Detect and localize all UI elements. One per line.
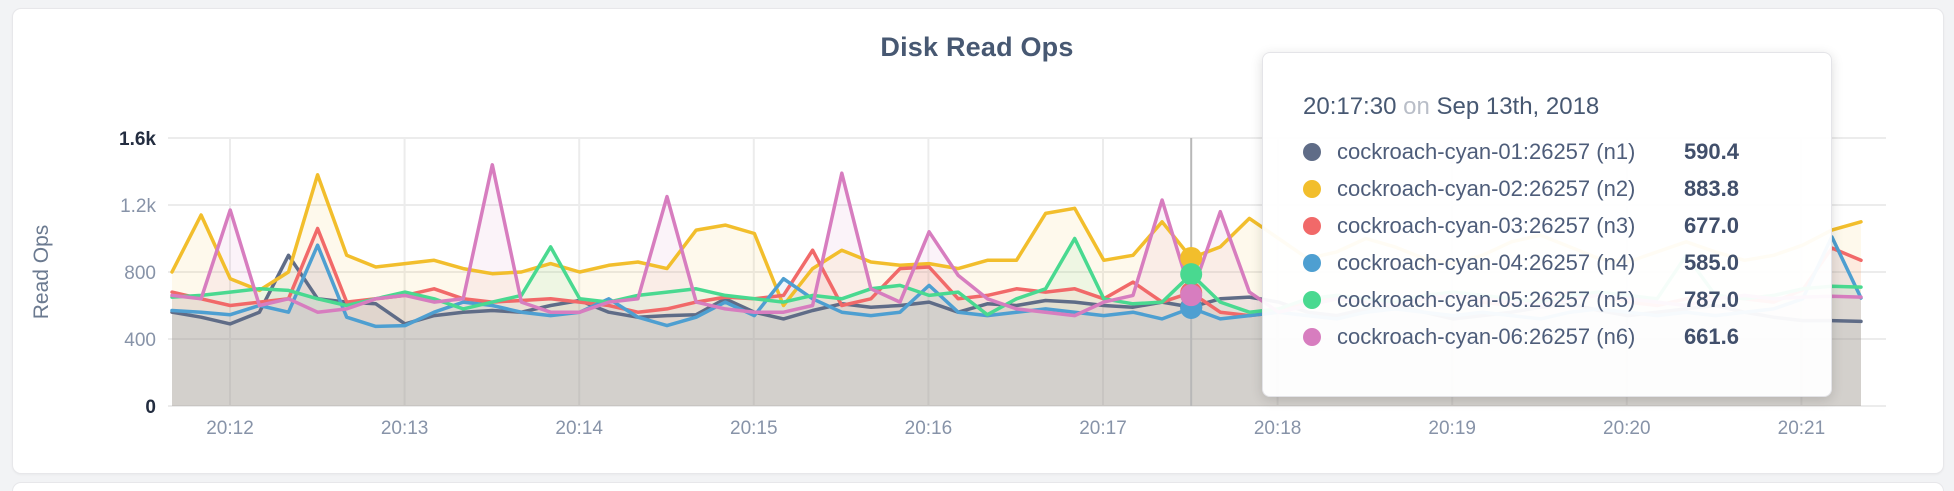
series-hover-value: 677.0 xyxy=(1683,212,1739,238)
x-axis-tick-label: 20:19 xyxy=(1428,418,1476,439)
series-hover-value: 585.0 xyxy=(1683,249,1739,275)
x-axis-tick-label: 20:13 xyxy=(381,418,429,439)
x-axis-tick-label: 20:18 xyxy=(1254,418,1302,439)
tooltip-date: Sep 13th, 2018 xyxy=(1436,93,1600,120)
series-color-dot xyxy=(1303,253,1321,272)
x-axis-tick-label: 20:15 xyxy=(730,418,778,439)
series-name: cockroach-cyan-06:26257 (n6) xyxy=(1337,323,1636,349)
chart-hover-tooltip: 20:17:30 on Sep 13th, 2018 cockroach-cya… xyxy=(1262,52,1832,397)
series-hover-value: 787.0 xyxy=(1683,286,1739,312)
series-name: cockroach-cyan-01:26257 (n1) xyxy=(1337,138,1636,164)
y-axis-tick-label: 0 xyxy=(145,397,156,418)
x-axis-tick-label: 20:12 xyxy=(206,418,254,439)
x-axis-tick-label: 20:17 xyxy=(1079,418,1127,439)
tooltip-title: 20:17:30 on Sep 13th, 2018 xyxy=(1303,93,1795,121)
y-axis-tick-label: 1.2k xyxy=(120,196,156,217)
tooltip-series-list: cockroach-cyan-01:26257 (n1) 590.4 cockroa… xyxy=(1303,133,1795,355)
y-axis-tick-label: 1.6k xyxy=(119,129,156,150)
hover-point[interactable] xyxy=(1180,246,1203,269)
x-axis-tick-label: 20:14 xyxy=(555,418,603,439)
hover-point[interactable] xyxy=(1180,284,1203,307)
tooltip-conjunction: on xyxy=(1403,93,1430,120)
tooltip-series-row: cockroach-cyan-03:26257 (n3) 677.0 xyxy=(1303,207,1795,244)
series-color-dot xyxy=(1303,216,1321,235)
series-color-dot xyxy=(1303,290,1321,309)
x-axis-tick-label: 20:20 xyxy=(1603,418,1651,439)
series-name: cockroach-cyan-05:26257 (n5) xyxy=(1337,286,1636,312)
series-color-dot xyxy=(1303,327,1321,346)
series-name: cockroach-cyan-04:26257 (n4) xyxy=(1337,249,1636,275)
x-axis-tick-label: 20:21 xyxy=(1778,418,1826,439)
tooltip-time: 20:17:30 xyxy=(1303,93,1397,120)
tooltip-series-row: cockroach-cyan-04:26257 (n4) 585.0 xyxy=(1303,244,1795,281)
series-hover-value: 661.6 xyxy=(1683,323,1739,349)
series-hover-value: 883.8 xyxy=(1683,175,1739,201)
tooltip-series-row: cockroach-cyan-06:26257 (n6) 661.6 xyxy=(1303,318,1795,355)
series-hover-value: 590.4 xyxy=(1683,138,1739,164)
tooltip-series-row: cockroach-cyan-01:26257 (n1) 590.4 xyxy=(1303,133,1795,170)
chart-title: Disk Read Ops xyxy=(880,32,1074,62)
y-axis-tick-label: 400 xyxy=(124,330,156,351)
tooltip-series-row: cockroach-cyan-02:26257 (n2) 883.8 xyxy=(1303,170,1795,207)
x-axis-tick-label: 20:16 xyxy=(905,418,953,439)
series-color-dot xyxy=(1303,142,1321,161)
series-color-dot xyxy=(1303,179,1321,198)
series-name: cockroach-cyan-02:26257 (n2) xyxy=(1337,175,1636,201)
hover-point[interactable] xyxy=(1180,263,1203,286)
series-name: cockroach-cyan-03:26257 (n3) xyxy=(1337,212,1636,238)
y-axis-tick-label: 800 xyxy=(124,263,156,284)
tooltip-series-row: cockroach-cyan-05:26257 (n5) 787.0 xyxy=(1303,281,1795,318)
